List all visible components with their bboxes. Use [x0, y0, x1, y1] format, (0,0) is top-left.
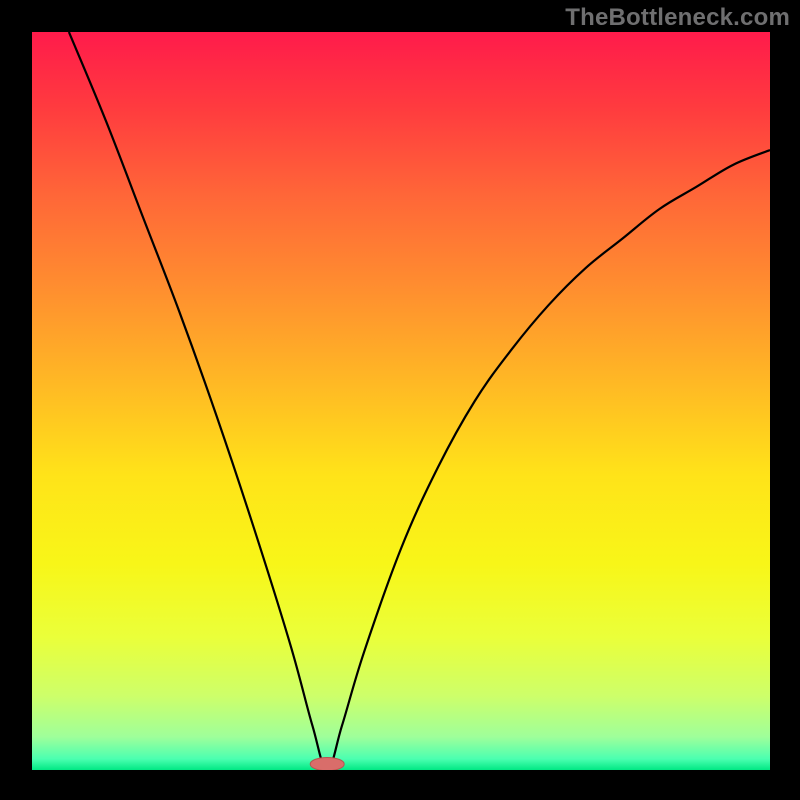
chart-svg: [0, 0, 800, 800]
chart-stage: TheBottleneck.com: [0, 0, 800, 800]
vertex-marker: [310, 757, 344, 770]
plot-background: [32, 32, 770, 770]
